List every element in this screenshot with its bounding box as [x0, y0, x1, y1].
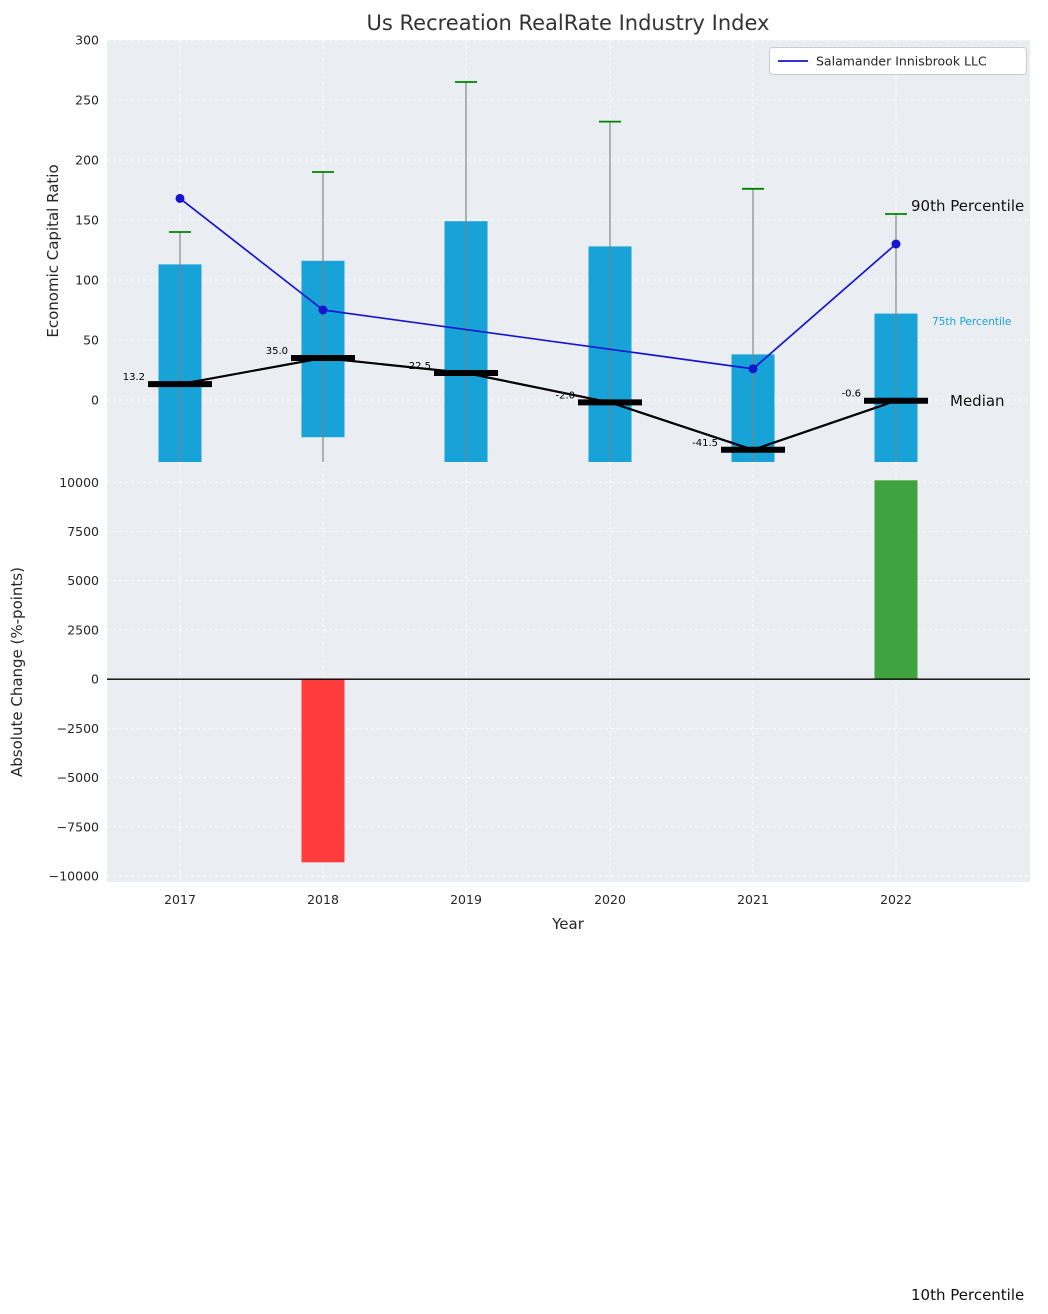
- change-bar-2022: [874, 480, 918, 680]
- bottom-y-axis-label: Absolute Change (%-points): [8, 567, 26, 777]
- y-tick-top: 100: [75, 273, 99, 288]
- chart-title: Us Recreation RealRate Industry Index: [367, 11, 770, 35]
- x-axis-label: Year: [551, 915, 585, 933]
- change-bar-2018: [301, 679, 345, 863]
- median-trend-line: [179, 356, 897, 451]
- top-y-axis-label: Economic Capital Ratio: [44, 164, 62, 337]
- median-value-label: -2.0: [555, 390, 575, 401]
- median-value-label: -41.5: [692, 438, 718, 449]
- median-value-label: 35.0: [266, 346, 288, 357]
- company-series-marker: [748, 364, 758, 374]
- x-tick: 2019: [450, 892, 482, 907]
- median-value-label: -0.6: [841, 389, 861, 400]
- y-tick-bottom: −2500: [57, 721, 99, 736]
- y-tick-top: 200: [75, 153, 99, 168]
- legend-box: [769, 47, 1027, 75]
- y-tick-bottom: 2500: [67, 622, 99, 637]
- y-tick-bottom: −7500: [57, 819, 99, 834]
- company-series-line: [179, 197, 897, 370]
- p75-annotation: 75th Percentile: [932, 316, 1011, 328]
- x-tick: 2017: [164, 892, 196, 907]
- x-tick: 2022: [880, 892, 912, 907]
- y-tick-top: 300: [75, 33, 99, 48]
- x-tick: 2021: [737, 892, 769, 907]
- y-tick-bottom: 10000: [59, 475, 99, 490]
- x-tick: 2018: [307, 892, 339, 907]
- company-series-marker: [318, 305, 328, 315]
- x-tick: 2020: [594, 892, 626, 907]
- y-tick-top: 0: [91, 393, 99, 408]
- top-panel-content: 13.2 35.0 22.5 -2.0 -41.5 -0.6: [123, 81, 928, 462]
- median-annotation: Median: [950, 392, 1005, 410]
- company-series-marker: [175, 193, 185, 203]
- y-tick-bottom: −5000: [57, 770, 99, 785]
- y-tick-bottom: 7500: [67, 524, 99, 539]
- p10-annotation: 10th Percentile: [911, 1286, 1024, 1304]
- y-tick-top: 250: [75, 93, 99, 108]
- y-tick-bottom: 5000: [67, 573, 99, 588]
- y-tick-top: 50: [83, 333, 99, 348]
- median-value-label: 22.5: [409, 361, 431, 372]
- y-tick-bottom: −10000: [49, 869, 99, 884]
- p90-annotation: 90th Percentile: [911, 197, 1024, 215]
- y-tick-top: 150: [75, 213, 99, 228]
- y-tick-bottom: 0: [91, 672, 99, 687]
- median-value-label: 13.2: [123, 372, 145, 383]
- plot-layer: 13.2 35.0 22.5 -2.0 -41.5 -0.6 0 50 100 150 200 250…: [49, 33, 1030, 907]
- legend-label: Salamander Innisbrook LLC: [816, 54, 987, 69]
- company-series-marker: [891, 239, 901, 249]
- legend: Salamander Innisbrook LLC: [769, 47, 1027, 75]
